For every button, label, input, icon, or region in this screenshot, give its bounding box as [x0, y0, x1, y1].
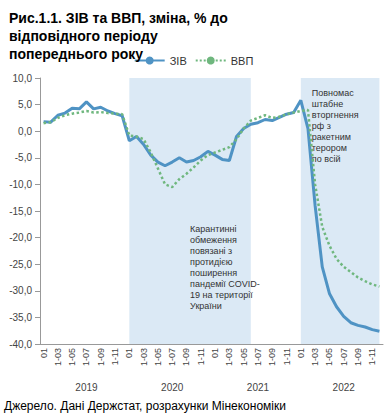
svg-text:1-07: 1-07: [253, 348, 263, 366]
svg-text:-15,0: -15,0: [9, 206, 32, 217]
svg-text:-10,0: -10,0: [9, 179, 32, 190]
svg-text:1-09: 1-09: [267, 348, 277, 366]
svg-text:ВВП: ВВП: [231, 55, 254, 67]
svg-text:1-03: 1-03: [224, 348, 234, 366]
svg-text:пандемії COVID-: пандемії COVID-: [190, 279, 260, 289]
svg-text:01: 01: [39, 348, 49, 358]
svg-text:-35,0: -35,0: [9, 312, 32, 323]
svg-text:повязані з: повязані з: [190, 246, 232, 256]
svg-text:2020: 2020: [161, 382, 184, 393]
svg-text:1-11: 1-11: [282, 348, 292, 365]
svg-text:1-05: 1-05: [153, 348, 163, 366]
svg-text:1-07: 1-07: [339, 348, 349, 366]
svg-text:-25,0: -25,0: [9, 259, 32, 270]
svg-text:рф з: рф з: [312, 121, 331, 131]
svg-text:Карантинні: Карантинні: [190, 224, 236, 234]
svg-text:ЗІВ: ЗІВ: [170, 55, 187, 67]
svg-text:по всій: по всій: [312, 154, 341, 164]
svg-text:ракетним: ракетним: [312, 132, 351, 142]
svg-text:01: 01: [210, 348, 220, 358]
svg-text:-5,0: -5,0: [15, 152, 33, 163]
svg-text:відповідного періоду: відповідного періоду: [9, 28, 162, 44]
svg-text:01: 01: [296, 348, 306, 358]
svg-text:штабне: штабне: [312, 99, 343, 109]
svg-text:1-09: 1-09: [353, 348, 363, 366]
svg-text:обмеження: обмеження: [190, 235, 237, 245]
svg-text:-30,0: -30,0: [9, 285, 32, 296]
svg-text:19 на території: 19 на території: [190, 290, 253, 300]
svg-text:1-11: 1-11: [196, 348, 206, 365]
svg-text:0,0: 0,0: [18, 126, 32, 137]
svg-text:1-09: 1-09: [96, 348, 106, 366]
svg-text:10,0: 10,0: [13, 73, 33, 84]
svg-text:1-07: 1-07: [167, 348, 177, 366]
svg-text:1-05: 1-05: [239, 348, 249, 366]
svg-text:поширення: поширення: [190, 268, 237, 278]
svg-text:1-11: 1-11: [110, 348, 120, 365]
svg-text:-20,0: -20,0: [9, 232, 32, 243]
svg-text:1-09: 1-09: [181, 348, 191, 366]
svg-text:1-03: 1-03: [53, 348, 63, 366]
svg-text:Рис.1.1. ЗІВ та ВВП, зміна, %: Рис.1.1. ЗІВ та ВВП, зміна, % до: [9, 10, 232, 26]
svg-text:1-03: 1-03: [139, 348, 149, 366]
svg-text:2019: 2019: [75, 382, 98, 393]
svg-text:2021: 2021: [247, 382, 270, 393]
svg-text:1-05: 1-05: [324, 348, 334, 366]
svg-text:-40,0: -40,0: [9, 339, 32, 350]
svg-text:терором: терором: [312, 143, 347, 153]
svg-text:1-03: 1-03: [310, 348, 320, 366]
svg-text:вторгнення: вторгнення: [312, 110, 359, 120]
svg-text:України: України: [190, 301, 222, 311]
svg-text:1-05: 1-05: [67, 348, 77, 366]
svg-text:5,0: 5,0: [18, 99, 32, 110]
svg-text:1-07: 1-07: [81, 348, 91, 366]
svg-text:попереднього року: попереднього року: [9, 46, 143, 62]
svg-text:Повномас: Повномас: [312, 88, 354, 98]
svg-text:протидією: протидією: [190, 257, 233, 267]
svg-text:01: 01: [124, 348, 134, 358]
svg-text:Джерело. Дані Держстат, розрах: Джерело. Дані Держстат, розрахунки Мінек…: [4, 399, 286, 413]
svg-text:2022: 2022: [333, 382, 356, 393]
svg-text:1-11: 1-11: [367, 348, 377, 365]
